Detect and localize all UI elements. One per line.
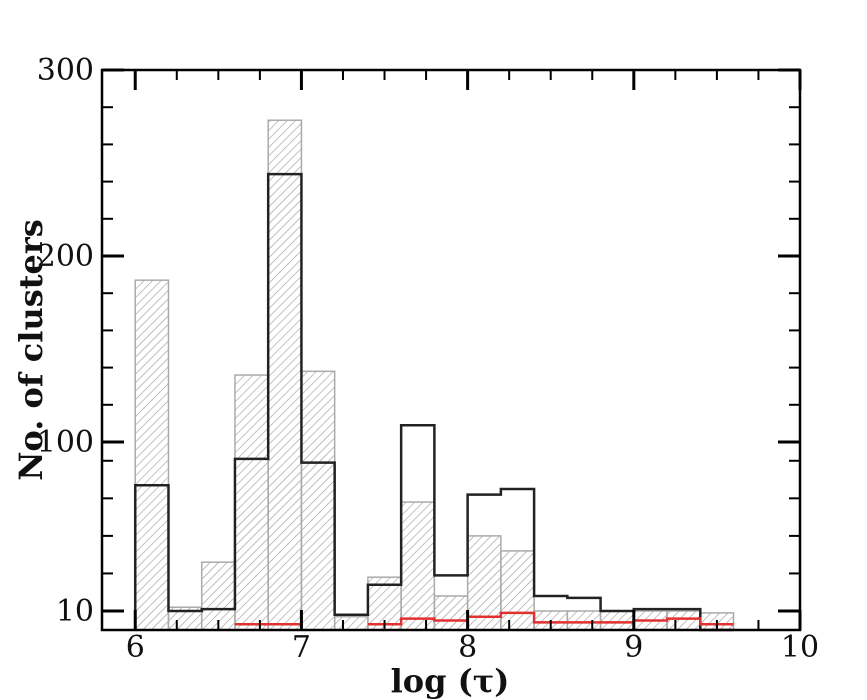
plot-frame [100, 68, 802, 632]
gray-hatched-bar [433, 595, 469, 631]
x-tick-label: 10 [781, 630, 819, 665]
gray-hatched-bar [267, 119, 303, 631]
x-tick-label: 9 [624, 630, 643, 665]
red-step-line [367, 611, 734, 626]
y-axis-label: No. of clusters [12, 219, 50, 481]
y-tick-label: 300 [37, 53, 94, 88]
y-tick-label: 200 [37, 239, 94, 274]
gray-hatched-bar [599, 610, 635, 631]
gray-hatched-bar [300, 370, 336, 631]
gray-hatched-bar [666, 610, 702, 631]
gray-hatched-bar [466, 535, 502, 631]
black-step-line [133, 172, 734, 632]
x-tick-label: 7 [292, 630, 311, 665]
gray-hatched-bar [134, 279, 170, 631]
gray-hatched-bar [333, 615, 369, 631]
x-tick-label: 6 [126, 630, 145, 665]
gray-hatched-bar [500, 550, 535, 631]
x-axis-label: log (τ) [391, 662, 510, 700]
gray-hatched-bar [566, 610, 602, 631]
gray-hatched-bar [200, 561, 236, 631]
gray-hatched-bar [400, 501, 436, 631]
y-tick-label: 10 [56, 594, 94, 629]
y-tick-label: 100 [37, 425, 94, 460]
x-tick-label: 8 [458, 630, 477, 665]
gray-hatched-bar [234, 374, 269, 631]
